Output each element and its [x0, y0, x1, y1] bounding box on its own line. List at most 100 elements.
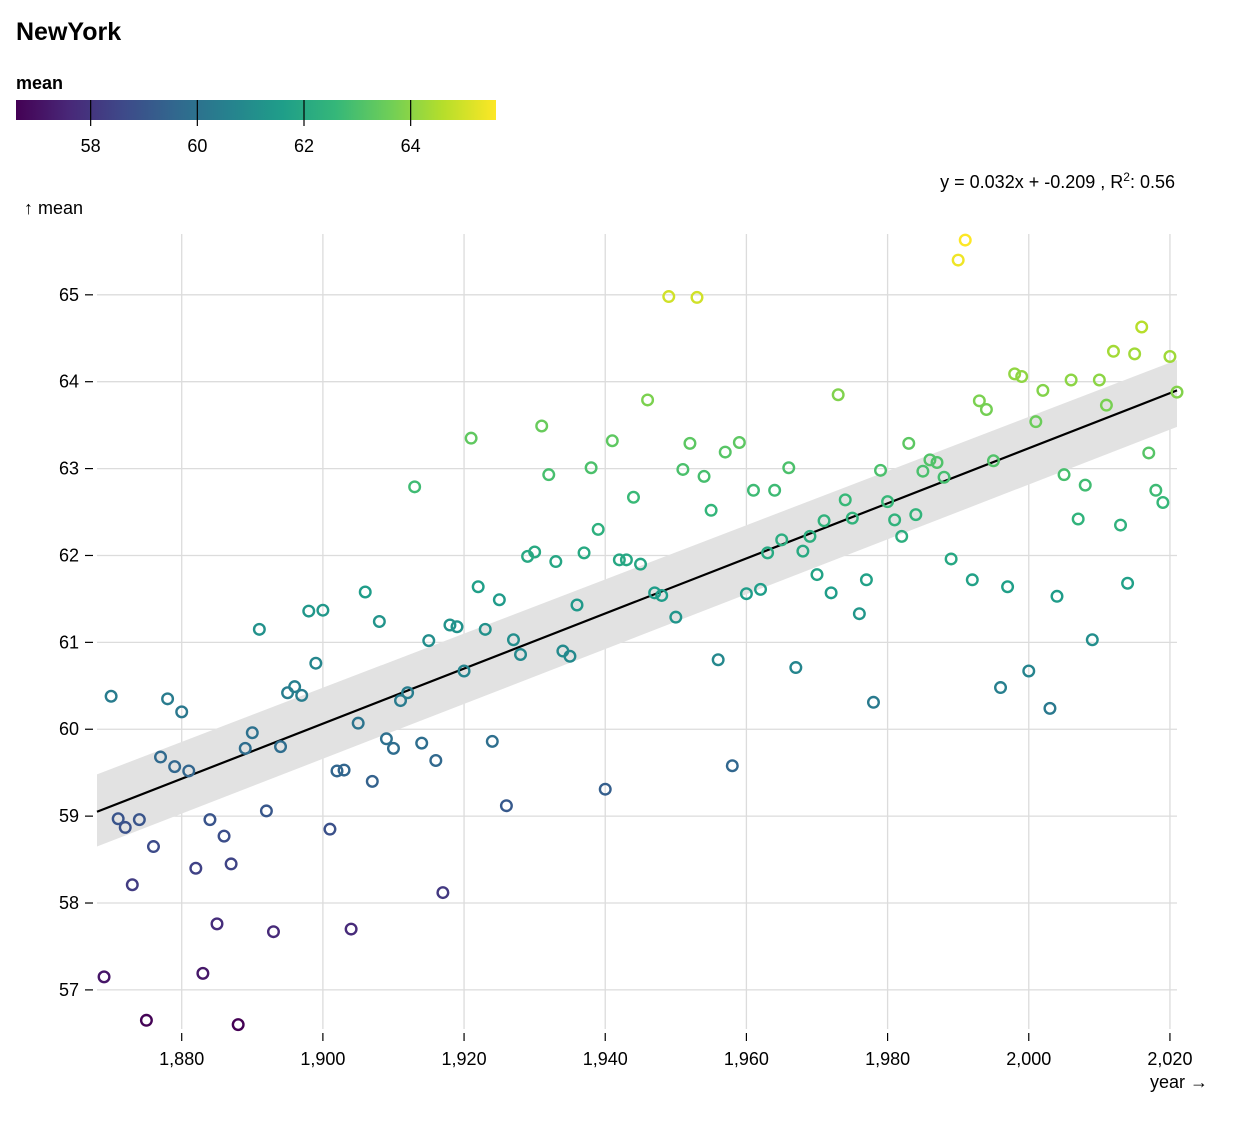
data-point: [648, 586, 662, 600]
data-point: [118, 820, 132, 834]
data-point: [316, 603, 330, 617]
data-point: [154, 750, 168, 764]
data-point: [1085, 633, 1099, 647]
data-point: [768, 483, 782, 497]
data-point: [619, 553, 633, 567]
data-point: [789, 661, 803, 675]
data-point: [817, 514, 831, 528]
data-point: [577, 546, 591, 560]
confidence-band: [97, 359, 1177, 847]
data-points: [97, 233, 1184, 1032]
data-point: [916, 464, 930, 478]
y-tick-label: 59: [59, 806, 79, 826]
data-point: [1015, 369, 1029, 383]
x-tick-label: 2,020: [1147, 1049, 1192, 1069]
data-point: [746, 483, 760, 497]
data-point: [1163, 350, 1177, 364]
data-point: [422, 634, 436, 648]
x-tick-label: 1,880: [159, 1049, 204, 1069]
data-point: [478, 622, 492, 636]
data-point: [937, 470, 951, 484]
data-point: [584, 461, 598, 475]
y-tick-label: 62: [59, 545, 79, 565]
data-point: [1135, 320, 1149, 334]
x-axis-label: year →: [1150, 1072, 1208, 1092]
x-tick-label: 1,900: [300, 1049, 345, 1069]
data-point: [302, 604, 316, 618]
x-tick-label: 1,960: [724, 1049, 769, 1069]
data-point: [401, 686, 415, 700]
regression-line: [96, 389, 1178, 813]
data-point: [372, 615, 386, 629]
data-point: [182, 764, 196, 778]
data-point: [443, 618, 457, 632]
data-point: [683, 436, 697, 450]
data-point: [344, 922, 358, 936]
data-point: [1121, 576, 1135, 590]
data-point: [1114, 518, 1128, 532]
data-point: [274, 740, 288, 754]
data-point: [492, 593, 506, 607]
data-point: [923, 453, 937, 467]
data-point: [542, 468, 556, 482]
data-point: [168, 760, 182, 774]
data-point: [217, 829, 231, 843]
data-point: [450, 620, 464, 634]
data-point: [379, 732, 393, 746]
data-point: [394, 694, 408, 708]
data-point: [874, 463, 888, 477]
data-point: [323, 822, 337, 836]
data-point: [224, 857, 238, 871]
data-point: [831, 388, 845, 402]
data-point: [330, 764, 344, 778]
data-point: [979, 403, 993, 417]
regression-equation: y = 0.032x + -0.209 , R2: 0.56: [940, 170, 1175, 192]
y-tick-label: 64: [59, 372, 79, 392]
data-point: [189, 861, 203, 875]
data-point: [1050, 589, 1064, 603]
data-point: [506, 633, 520, 647]
data-point: [634, 557, 648, 571]
data-point: [457, 664, 471, 678]
data-point: [676, 462, 690, 476]
data-point: [1106, 344, 1120, 358]
data-point: [641, 393, 655, 407]
data-point: [1036, 383, 1050, 397]
data-point: [754, 582, 768, 596]
data-point: [994, 681, 1008, 695]
data-point: [803, 529, 817, 543]
data-point: [697, 469, 711, 483]
data-point: [902, 436, 916, 450]
data-point: [986, 454, 1000, 468]
x-tick-label: 2,000: [1006, 1049, 1051, 1069]
data-point: [958, 233, 972, 247]
data-point: [1001, 580, 1015, 594]
data-point: [605, 434, 619, 448]
data-point: [528, 545, 542, 559]
data-point: [859, 573, 873, 587]
data-point: [866, 695, 880, 709]
x-tick-label: 1,940: [583, 1049, 628, 1069]
data-point: [881, 495, 895, 509]
data-point: [761, 546, 775, 560]
data-point: [1029, 415, 1043, 429]
data-point: [852, 607, 866, 621]
data-point: [725, 759, 739, 773]
data-point: [1099, 398, 1113, 412]
data-point: [111, 812, 125, 826]
data-point: [288, 680, 302, 694]
data-point: [125, 878, 139, 892]
data-point: [535, 419, 549, 433]
data-point: [570, 598, 584, 612]
data-point: [97, 970, 111, 984]
data-point: [930, 456, 944, 470]
data-point: [196, 966, 210, 980]
data-point: [655, 588, 669, 602]
legend-color-ramp: [16, 100, 496, 120]
y-tick-label: 63: [59, 459, 79, 479]
data-point: [1156, 495, 1170, 509]
data-point: [1043, 701, 1057, 715]
data-point: [266, 925, 280, 939]
data-point: [845, 511, 859, 525]
